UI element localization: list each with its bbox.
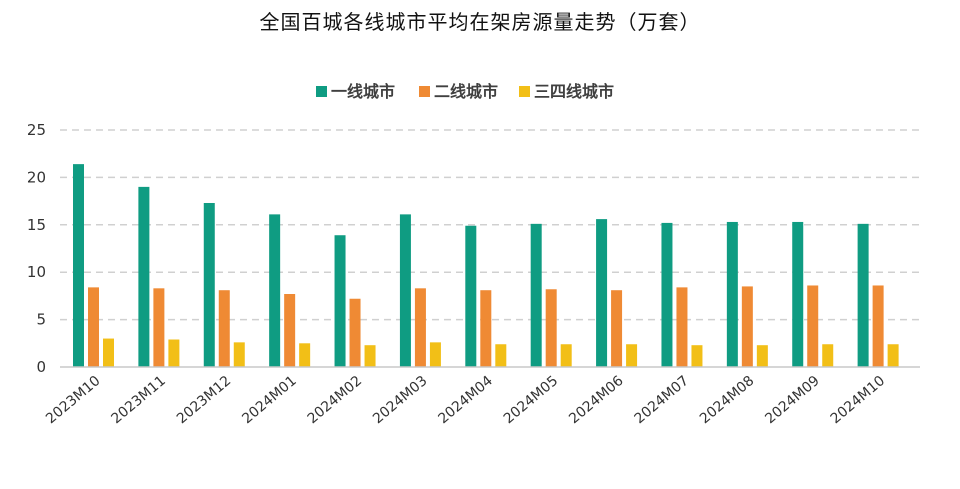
bar-三四线城市-2024M06 xyxy=(626,344,638,367)
legend-swatch xyxy=(519,86,530,97)
bar-三四线城市-2024M02 xyxy=(364,345,376,367)
y-tick-label: 25 xyxy=(27,121,46,139)
bar-三四线城市-2024M10 xyxy=(887,344,899,367)
x-tick-label: 2024M09 xyxy=(762,373,822,427)
chart-title: 全国百城各线城市平均在架房源量走势（万套） xyxy=(259,10,701,34)
x-tick-label: 2024M01 xyxy=(239,373,299,427)
bar-二线城市-2024M06 xyxy=(611,290,623,367)
y-tick-label: 20 xyxy=(27,168,46,186)
bar-三四线城市-2024M08 xyxy=(756,345,768,367)
bar-二线城市-2024M01 xyxy=(284,294,296,367)
legend-swatch xyxy=(316,86,327,97)
x-tick-label: 2024M08 xyxy=(697,373,757,427)
x-axis: 2023M10 2023M11 2023M12 2024M01 2024M02 2024M… xyxy=(43,366,920,427)
bar-一线城市-2023M12 xyxy=(203,202,215,367)
legend-swatch xyxy=(419,86,430,97)
bar-一线城市-2024M03 xyxy=(399,214,411,367)
legend-label: 一线城市 xyxy=(331,82,395,101)
bar-二线城市-2024M05 xyxy=(545,289,557,367)
bar-二线城市-2024M02 xyxy=(349,298,361,367)
x-tick-label: 2024M06 xyxy=(566,373,627,427)
bar-三四线城市-2024M07 xyxy=(691,345,703,367)
y-tick-label: 15 xyxy=(27,216,46,234)
x-tick-label: 2024M03 xyxy=(370,373,430,427)
x-tick-label: 2023M10 xyxy=(43,373,103,427)
bar-二线城市-2024M08 xyxy=(741,286,753,367)
bar-三四线城市-2024M05 xyxy=(560,344,572,367)
bar-一线城市-2024M07 xyxy=(661,222,673,367)
y-axis: 0 5 10 15 20 25 xyxy=(27,121,46,376)
x-tick-label: 2024M04 xyxy=(435,373,496,427)
bar-三四线城市-2023M12 xyxy=(233,342,245,367)
y-tick-label: 0 xyxy=(36,358,46,376)
bar-三四线城市-2023M11 xyxy=(168,339,180,367)
y-tick-label: 10 xyxy=(27,263,46,281)
bar-三四线城市-2024M03 xyxy=(429,342,441,367)
x-tick-label: 2024M10 xyxy=(828,373,888,427)
bar-一线城市-2024M10 xyxy=(857,223,869,367)
bar-二线城市-2023M12 xyxy=(218,290,230,367)
bar-三四线城市-2024M04 xyxy=(495,344,507,367)
legend: 一线城市 二线城市 三四线城市 xyxy=(316,82,614,101)
bar-一线城市-2024M05 xyxy=(530,223,542,367)
x-tick-label: 2024M07 xyxy=(632,373,692,427)
bar-二线城市-2023M10 xyxy=(88,287,99,367)
x-tick-label: 2023M11 xyxy=(108,373,168,427)
x-tick-label: 2024M05 xyxy=(501,373,561,427)
bar-二线城市-2024M03 xyxy=(414,288,426,367)
bar-一线城市-2023M11 xyxy=(138,186,150,367)
bar-一线城市-2024M02 xyxy=(334,235,346,367)
bar-一线城市-2024M09 xyxy=(792,221,804,367)
bar-二线城市-2024M04 xyxy=(480,290,492,367)
bar-一线城市-2024M04 xyxy=(465,225,477,367)
bar-三四线城市-2023M10 xyxy=(103,338,114,367)
bar-三四线城市-2024M01 xyxy=(299,343,311,367)
y-tick-label: 5 xyxy=(36,311,46,329)
x-tick-label: 2024M02 xyxy=(305,373,365,427)
bar-一线城市-2024M06 xyxy=(596,219,608,367)
bar-一线城市-2023M10 xyxy=(73,164,84,367)
bar-二线城市-2023M11 xyxy=(153,288,165,367)
legend-label: 二线城市 xyxy=(434,82,498,101)
bar-二线城市-2024M10 xyxy=(872,285,884,367)
bar-series xyxy=(73,164,899,367)
x-tick-label: 2023M12 xyxy=(174,373,234,427)
bar-二线城市-2024M07 xyxy=(676,287,688,367)
bar-三四线城市-2024M09 xyxy=(822,344,834,367)
bar-一线城市-2024M08 xyxy=(726,221,738,367)
bar-一线城市-2024M01 xyxy=(269,214,281,367)
bar-二线城市-2024M09 xyxy=(807,285,819,367)
legend-label: 三四线城市 xyxy=(534,82,614,101)
